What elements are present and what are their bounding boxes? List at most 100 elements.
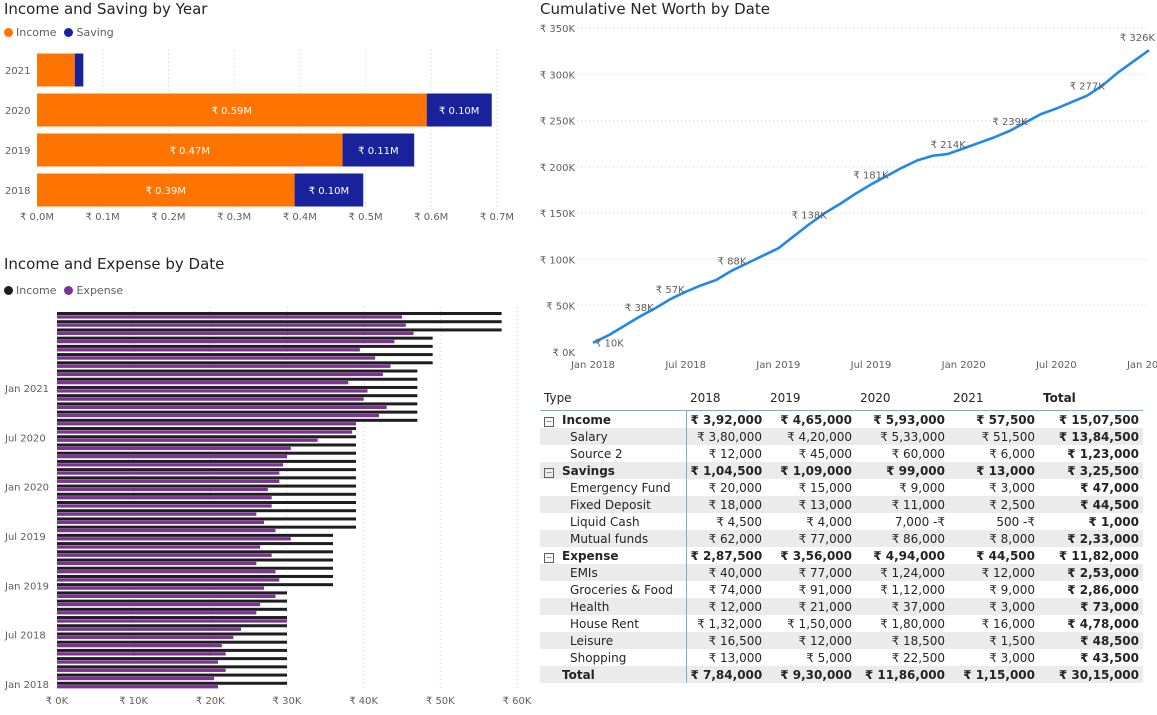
matrix-value-cell: ₹ 13,000 (708, 650, 762, 665)
matrix-row-label: Groceries & Food (540, 581, 687, 598)
collapse-icon[interactable]: − (544, 416, 554, 427)
matrix-total-row: Total ₹ 7,84,000 ₹ 9,30,000 ₹ 11,86,000 ₹ 1,… (540, 666, 1143, 683)
income-bar (57, 459, 356, 463)
expense-bar (57, 627, 241, 631)
matrix-row-label-text: Expense (562, 548, 619, 563)
y-tick-label: Jan 2020 (4, 483, 49, 494)
matrix-total-cell: ₹ 1,23,000 (1067, 446, 1139, 461)
matrix-row-label: − Savings (540, 462, 687, 479)
y-tick-label: Jul 2018 (4, 631, 46, 642)
x-tick-label: ₹ 30K (273, 696, 302, 707)
income-bar (57, 336, 433, 340)
legend-expense-label: Expense (76, 284, 124, 297)
matrix-row-label-text: Mutual funds (570, 531, 649, 546)
matrix-total-cell: ₹ 4,78,000 (1067, 616, 1139, 631)
matrix-total-cell: ₹ 1,000 (1088, 514, 1139, 529)
expense-bar (57, 397, 364, 401)
legend-income-dot (4, 286, 13, 295)
matrix-value-cell: ₹ 8,000 (949, 530, 1039, 547)
y-tick-label: Jan 2021 (4, 384, 49, 395)
y-tick-label: Jan 2018 (4, 680, 49, 691)
y-tick-label: ₹ 300K (540, 70, 576, 81)
y-tick-label: ₹ 100K (540, 255, 576, 266)
matrix-col-2020[interactable]: 2020 (860, 391, 891, 405)
matrix-row: Fixed Deposit ₹ 18,000 ₹ 13,000 ₹ 11,000 ₹ 2… (540, 496, 1143, 513)
income-expense-legend[interactable]: Income Expense (4, 284, 128, 297)
income-bar (57, 657, 287, 661)
x-tick-label: Jan 2019 (755, 360, 800, 371)
expense-bar (57, 430, 353, 434)
matrix-value-cell: ₹ 12,000 (949, 564, 1039, 581)
matrix-row-label: EMIs (540, 564, 687, 581)
matrix-col-type[interactable]: Type (544, 391, 572, 405)
income-bar (57, 566, 333, 570)
x-tick-label: Jan 2020 (941, 360, 986, 371)
matrix-row-label-text: Emergency Fund (570, 480, 671, 495)
point-data-label: ₹ 138K (792, 210, 828, 221)
matrix-value-cell: ₹ 1,24,000 (856, 564, 949, 581)
income-bar (57, 517, 356, 521)
expense-bar (57, 660, 218, 664)
matrix-value-cell: ₹ 77,000 (766, 564, 856, 581)
matrix-value-cell: ₹ 1,80,000 (880, 616, 945, 631)
matrix-value-cell: ₹ 12,000 (686, 598, 766, 615)
point-data-label: ₹ 326K (1120, 33, 1156, 44)
y-tick-label: Jan 2019 (4, 581, 49, 592)
x-tick-label: ₹ 0.2M (151, 212, 185, 223)
income-bar (57, 583, 333, 587)
matrix-value-cell: ₹ 11,86,000 (856, 666, 949, 683)
income-bar (57, 501, 356, 504)
expense-bar (57, 570, 276, 574)
summary-matrix[interactable]: Type 2018 2019 2020 2021 Total − Income ₹ … (540, 386, 1143, 683)
matrix-row-label: Mutual funds (540, 530, 687, 547)
x-tick-label: Jul 2020 (1035, 360, 1077, 371)
expense-bar (57, 446, 291, 451)
income-bar (57, 525, 356, 529)
x-tick-label: ₹ 0.1M (86, 212, 120, 223)
matrix-value-cell: ₹ 3,000 (949, 598, 1039, 615)
income-bar (57, 394, 418, 398)
matrix-total-cell: ₹ 2,33,000 (1039, 530, 1143, 547)
net-worth-chart[interactable]: ₹ 0K ₹ 50K ₹ 100K ₹ 150K ₹ 200K ₹ 250K ₹ 300K ₹… (535, 18, 1157, 376)
matrix-value-cell: ₹ 9,000 (989, 582, 1035, 597)
matrix-value-cell: ₹ 1,04,500 (686, 462, 766, 479)
matrix-value-cell: ₹ 4,94,000 (873, 548, 945, 563)
income-saving-legend[interactable]: Income Saving (4, 26, 119, 39)
matrix-value-cell: ₹ 91,000 (798, 582, 852, 597)
legend-income-dot (4, 28, 13, 37)
matrix-row-label: Total (540, 666, 687, 683)
expense-bar (57, 471, 280, 475)
income-expense-chart[interactable]: ₹ 0K ₹ 10K ₹ 20K ₹ 30K ₹ 40K ₹ 50K ₹ 60K Jan 20… (0, 300, 535, 710)
collapse-icon[interactable]: − (544, 552, 554, 563)
matrix-group-row[interactable]: − Income ₹ 3,92,000 ₹ 4,65,000 ₹ 5,93,000 ₹ 5… (540, 410, 1143, 428)
income-bar (57, 435, 356, 439)
expense-bar (57, 643, 222, 648)
matrix-col-2019[interactable]: 2019 (770, 391, 801, 405)
matrix-col-total[interactable]: Total (1043, 391, 1076, 405)
income-bar (57, 558, 333, 562)
x-tick-label: ₹ 20K (196, 696, 225, 707)
matrix-group-row[interactable]: − Expense ₹ 2,87,500 ₹ 3,56,000 ₹ 4,94,000 ₹ … (540, 547, 1143, 564)
matrix-col-2021[interactable]: 2021 (953, 391, 984, 405)
matrix-row: Leisure ₹ 16,500 ₹ 12,000 ₹ 18,500 ₹ 1,500 ₹ … (540, 632, 1143, 649)
income-bar (57, 385, 418, 389)
income-bar (57, 632, 287, 636)
net-worth-line (592, 49, 1150, 344)
income-saving-chart[interactable]: ₹ 0.0M ₹ 0.1M ₹ 0.2M ₹ 0.3M ₹ 0.4M ₹ 0.5M ₹ 0.… (0, 44, 520, 230)
legend-expense-dot (64, 286, 74, 295)
y-tick-label: ₹ 350K (540, 24, 576, 35)
matrix-value-cell: ₹ 45,000 (798, 446, 852, 461)
matrix-value-cell: ₹ 4,000 (806, 514, 852, 529)
expense-bar (57, 389, 368, 393)
matrix-value-cell: ₹ 74,000 (708, 582, 762, 597)
x-tick-label: ₹ 60K (503, 696, 532, 707)
matrix-col-2018[interactable]: 2018 (690, 391, 721, 405)
collapse-icon[interactable]: − (544, 467, 554, 478)
matrix-row-label-text: Liquid Cash (570, 514, 640, 529)
legend-saving-dot (64, 28, 74, 37)
y-category-label: 2020 (5, 106, 30, 117)
matrix-value-cell: ₹ 15,000 (798, 480, 852, 495)
matrix-group-row[interactable]: − Savings ₹ 1,04,500 ₹ 1,09,000 ₹ 99,000 ₹ 13… (540, 462, 1143, 479)
income-bar (57, 377, 418, 381)
expense-bar (57, 496, 272, 500)
